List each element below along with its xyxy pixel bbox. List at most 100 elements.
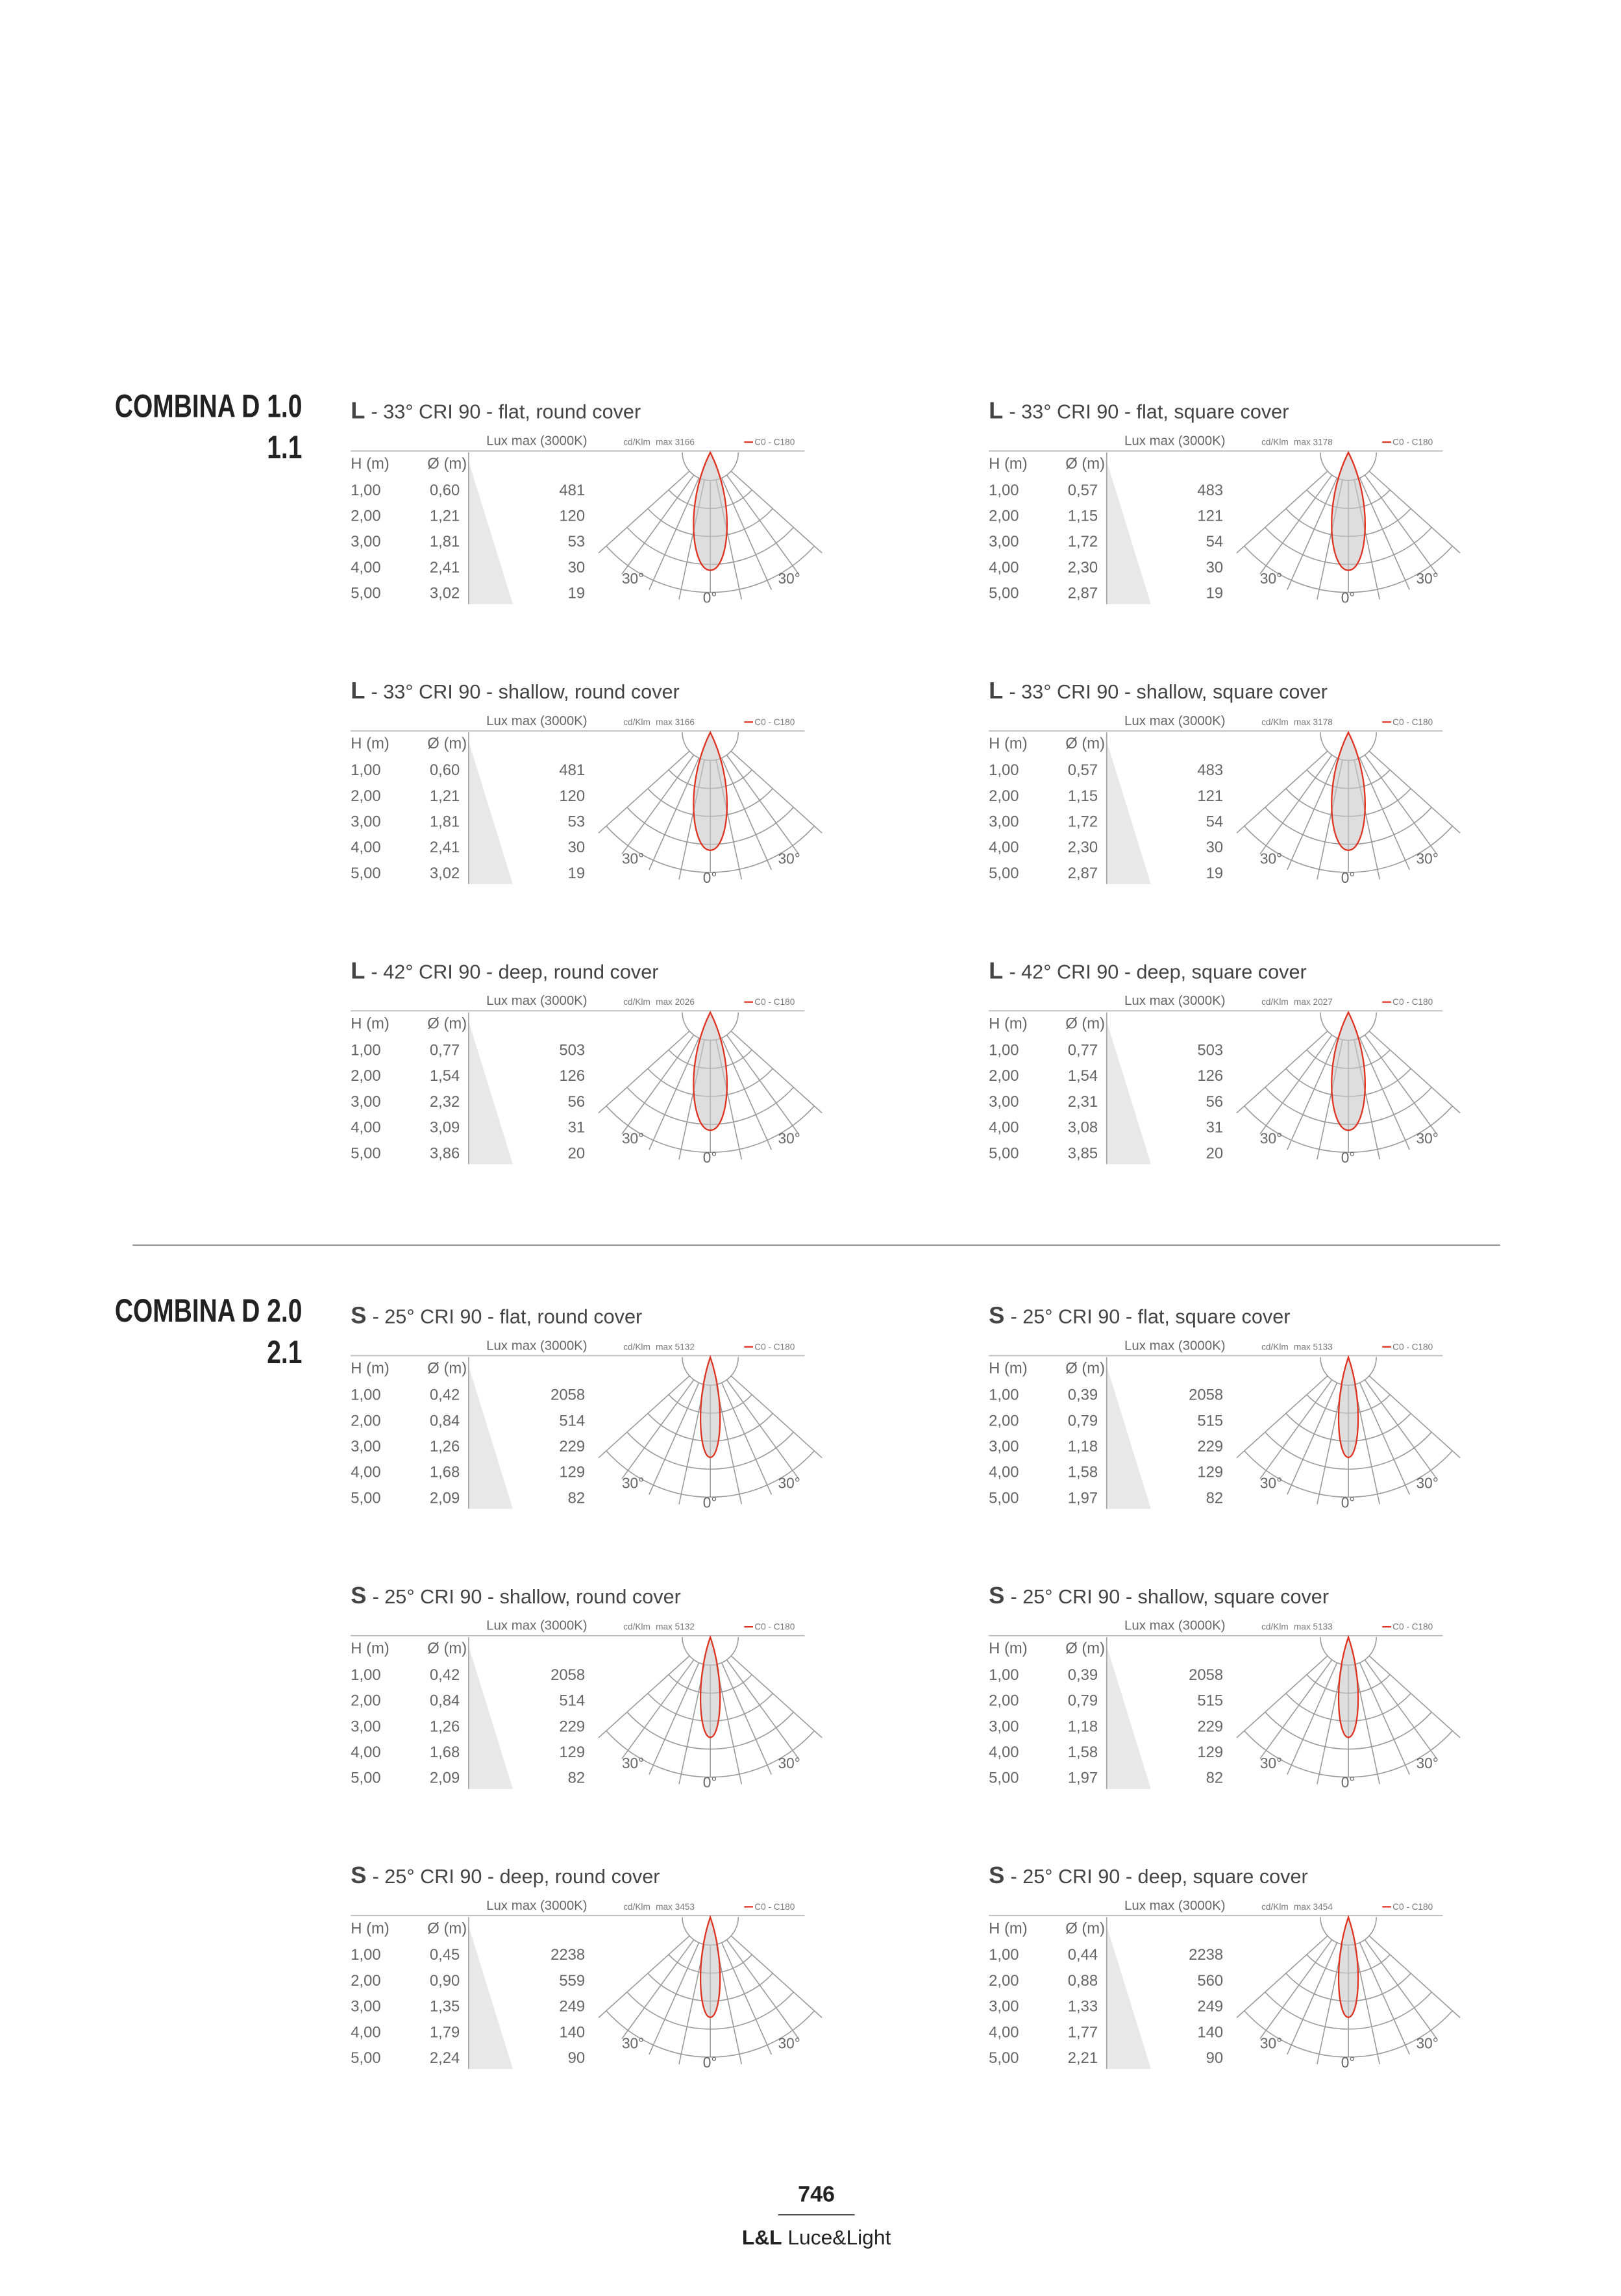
lux: 559 <box>559 1972 585 1990</box>
lux: 229 <box>1197 1438 1223 1455</box>
lux: 90 <box>1206 2049 1224 2067</box>
polar-spoke <box>1317 1384 1343 1505</box>
height: 2,00 <box>989 787 1019 805</box>
height: 4,00 <box>989 559 1019 576</box>
polar-spoke <box>1364 1034 1437 1135</box>
lux-header: Lux max (3000K) <box>486 1339 588 1353</box>
height: 1,00 <box>351 1387 380 1404</box>
polar-spoke <box>1287 1037 1338 1150</box>
page-number: 746 <box>798 2182 835 2206</box>
legend-label: C0 - C180 <box>1392 717 1433 727</box>
lux: 229 <box>1197 1718 1223 1735</box>
polar-spoke <box>721 1942 773 2055</box>
col-d: Ø (m) <box>1065 1640 1105 1657</box>
height: 4,00 <box>351 1744 380 1761</box>
lux: 503 <box>559 1041 585 1059</box>
diameter: 2,41 <box>430 839 460 856</box>
col-h: H (m) <box>351 735 390 752</box>
height: 3,00 <box>351 813 380 831</box>
lux: 54 <box>1206 533 1224 550</box>
height: 4,00 <box>351 2023 380 2041</box>
col-d: Ø (m) <box>1065 1015 1105 1033</box>
col-d: Ø (m) <box>427 1360 467 1377</box>
polar-spoke <box>1259 1939 1333 2040</box>
lux: 120 <box>559 787 585 805</box>
beam-letter: S <box>989 1302 1004 1329</box>
lux: 514 <box>559 1412 585 1429</box>
lux: 129 <box>1197 1464 1223 1481</box>
angle-right: 30° <box>1416 1130 1438 1147</box>
diameter: 0,42 <box>430 1666 460 1684</box>
beam-wedge <box>1106 461 1151 604</box>
polar-spoke <box>726 1034 799 1135</box>
lux: 19 <box>568 585 586 602</box>
diameter: 0,79 <box>1068 1692 1098 1710</box>
height: 5,00 <box>989 1770 1019 1787</box>
lux: 503 <box>1197 1041 1223 1059</box>
legend-label: C0 - C180 <box>1392 997 1433 1007</box>
col-d: Ø (m) <box>427 1920 467 1937</box>
legend-label: C0 - C180 <box>1392 1622 1433 1632</box>
height: 2,00 <box>989 1692 1019 1710</box>
block-title: S - 25° CRI 90 - shallow, square cover <box>989 1582 1329 1609</box>
beam-curve <box>1337 1355 1359 1459</box>
polar-spoke <box>621 475 695 574</box>
polar-spoke <box>598 1375 690 1459</box>
block-spec: - 33° CRI 90 - shallow, round cover <box>371 681 680 703</box>
polar-spoke <box>1317 1944 1343 2064</box>
lux: 53 <box>568 813 586 831</box>
lux: 54 <box>1206 813 1224 831</box>
height: 3,00 <box>351 1718 380 1735</box>
polar-spoke <box>1359 1662 1410 1775</box>
legend-label: C0 - C180 <box>754 1622 795 1632</box>
diameter: 1,72 <box>1068 813 1098 831</box>
lux: 121 <box>1197 507 1223 525</box>
diameter: 2,24 <box>430 2049 460 2067</box>
polar-spoke <box>721 1662 773 1775</box>
beam-letter: L <box>989 957 1003 983</box>
polar-spoke <box>621 1659 695 1759</box>
lux: 126 <box>1197 1067 1223 1085</box>
lux: 515 <box>1197 1412 1223 1429</box>
polar-spoke <box>1287 1382 1338 1495</box>
polar-spoke <box>1287 1662 1338 1775</box>
angle-right: 30° <box>1416 1755 1438 1771</box>
polar-spoke <box>1354 1664 1380 1784</box>
polar-spoke <box>621 754 695 855</box>
polar-spoke <box>649 1942 700 2055</box>
max-intensity: max 3454 <box>1294 1902 1333 1912</box>
polar-spoke <box>621 1939 695 2040</box>
diameter: 1,81 <box>430 533 460 550</box>
block-spec: - 33° CRI 90 - flat, round cover <box>371 401 641 423</box>
polar-spoke <box>1354 1944 1380 2064</box>
max-intensity: max 3166 <box>656 717 695 727</box>
lux: 2058 <box>1189 1666 1223 1684</box>
polar-spoke <box>730 1030 823 1114</box>
section-title: COMBINA D 1.0 1.1 <box>115 388 302 465</box>
diameter: 0,44 <box>1068 1946 1098 1964</box>
height: 3,00 <box>351 1438 380 1455</box>
diameter: 1,81 <box>430 813 460 831</box>
polar-spoke <box>1359 478 1410 590</box>
lux-header: Lux max (3000K) <box>1124 714 1226 728</box>
block-spec: - 42° CRI 90 - deep, round cover <box>371 961 659 983</box>
height: 5,00 <box>351 1770 380 1787</box>
polar-spoke <box>1236 1030 1328 1114</box>
lux: 90 <box>568 2049 586 2067</box>
lux-header: Lux max (3000K) <box>486 1899 588 1913</box>
col-h: H (m) <box>989 1360 1028 1377</box>
polar-spoke <box>1236 471 1328 554</box>
block-spec: - 25° CRI 90 - flat, round cover <box>373 1306 643 1328</box>
height: 4,00 <box>989 1744 1019 1761</box>
lux-header: Lux max (3000K) <box>1124 1339 1226 1353</box>
polar-spoke <box>730 1375 823 1459</box>
angle-zero: 0° <box>1341 1494 1355 1511</box>
polar-spoke <box>1364 475 1437 574</box>
lux-header: Lux max (3000K) <box>486 714 588 728</box>
diameter: 2,21 <box>1068 2049 1098 2067</box>
block-spec: - 25° CRI 90 - shallow, round cover <box>373 1586 681 1608</box>
max-intensity: max 2027 <box>1294 997 1333 1007</box>
diameter: 0,77 <box>430 1041 460 1059</box>
height: 4,00 <box>989 1119 1019 1137</box>
polar-spoke <box>715 1944 743 2064</box>
